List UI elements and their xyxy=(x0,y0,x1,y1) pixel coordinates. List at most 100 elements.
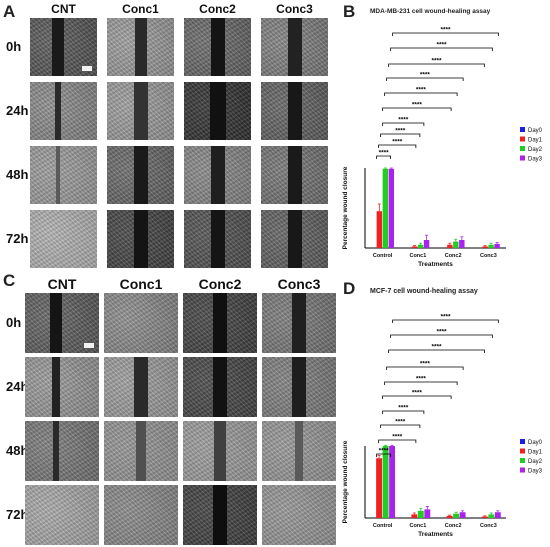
bar-day3-conc3 xyxy=(494,512,501,518)
wound-gap xyxy=(213,485,227,545)
wound-gap xyxy=(210,18,225,76)
bar-day3-control xyxy=(389,446,396,518)
bar-day2-conc2 xyxy=(453,513,460,518)
micrograph-conc2-24h xyxy=(184,82,251,140)
significance-bracket xyxy=(388,349,485,353)
legend-label-day3: Day3 xyxy=(528,469,543,475)
y-axis-label: Percentage wound closure xyxy=(342,440,349,523)
row-label-72h: 72h xyxy=(6,507,29,523)
micrograph-conc1-0h xyxy=(104,293,178,353)
significance-label: **** xyxy=(398,405,409,412)
wound-gap xyxy=(134,357,148,417)
legend-label-day2: Day2 xyxy=(528,147,543,153)
bar-day1-conc2 xyxy=(447,244,453,248)
significance-bracket xyxy=(378,439,417,443)
wound-gap xyxy=(134,18,147,76)
bar-day3-control xyxy=(388,168,395,248)
micrograph-conc1-72h xyxy=(104,485,178,545)
micrograph-conc2-48h xyxy=(184,146,251,204)
bar-day2-control xyxy=(382,446,389,518)
panel-letter-c: C xyxy=(3,271,16,290)
bar-day3-conc3 xyxy=(494,244,500,248)
significance-bracket xyxy=(384,381,458,385)
significance-label: **** xyxy=(416,376,427,383)
row-label-24h: 24h xyxy=(6,379,29,395)
significance-bracket xyxy=(382,122,425,126)
micrograph-conc2-0h xyxy=(183,293,257,353)
micrograph-conc2-48h xyxy=(183,421,257,481)
wound-gap xyxy=(53,421,59,481)
significance-bracket xyxy=(392,319,499,323)
significance-label: **** xyxy=(420,361,431,368)
micrograph-conc1-48h xyxy=(104,421,178,481)
bar-day2-conc3 xyxy=(488,514,495,518)
significance-label: **** xyxy=(392,434,403,441)
micrograph-cnt-72h xyxy=(30,210,97,268)
bar-day1-conc2 xyxy=(446,515,453,518)
micrograph-conc3-48h xyxy=(261,146,328,204)
wound-gap xyxy=(133,146,148,204)
bar-day1-control xyxy=(376,211,383,248)
legend-label-day0: Day0 xyxy=(528,128,543,134)
wound-gap xyxy=(55,146,60,204)
legend-swatch-day2 xyxy=(520,458,525,463)
significance-bracket xyxy=(380,424,421,428)
x-tick-label: Conc3 xyxy=(480,523,497,529)
wound-gap xyxy=(133,82,148,140)
significance-bracket xyxy=(386,77,464,81)
micrograph-cnt-24h xyxy=(25,357,99,417)
wound-gap xyxy=(295,421,303,481)
legend-label-day1: Day1 xyxy=(528,450,543,456)
x-tick-label: Control xyxy=(373,523,393,529)
wound-gap xyxy=(287,146,302,204)
legend-swatch-day1 xyxy=(520,448,525,454)
bar-day2-conc3 xyxy=(488,244,494,248)
significance-bracket xyxy=(390,334,493,338)
significance-label: **** xyxy=(412,390,423,397)
micrograph-conc1-0h xyxy=(107,18,174,76)
legend-swatch-day3 xyxy=(520,467,525,473)
bar-day1-conc3 xyxy=(482,246,488,248)
x-tick-label: Control xyxy=(373,253,393,259)
bar-day2-conc1 xyxy=(417,244,424,248)
wound-gap xyxy=(210,210,225,268)
significance-label: **** xyxy=(392,139,403,146)
x-axis-label: Treatments xyxy=(418,531,453,538)
wound-gap xyxy=(287,82,302,140)
wound-gap xyxy=(50,293,62,353)
bar-day1-control xyxy=(376,458,383,518)
micrograph-cnt-0h xyxy=(30,18,97,76)
bar-day2-conc2 xyxy=(453,241,459,248)
panel-letter-b: B xyxy=(343,2,356,21)
significance-label: **** xyxy=(395,128,406,135)
micrograph-conc3-24h xyxy=(261,82,328,140)
micrograph-conc1-24h xyxy=(107,82,174,140)
significance-label: **** xyxy=(379,150,390,157)
micrograph-conc3-72h xyxy=(261,210,328,268)
significance-label: **** xyxy=(440,27,451,34)
wound-gap xyxy=(287,210,302,268)
micrograph-conc1-24h xyxy=(104,357,178,417)
significance-label: **** xyxy=(436,42,447,49)
scale-bar xyxy=(83,342,95,349)
wound-gap xyxy=(133,210,148,268)
significance-bracket xyxy=(392,32,499,36)
wound-gap xyxy=(292,293,306,353)
significance-label: **** xyxy=(395,419,406,426)
chart-title: MDA-MB-231 cell wound-healing assay xyxy=(370,8,491,15)
wound-gap xyxy=(136,421,146,481)
x-tick-label: Conc1 xyxy=(409,523,426,529)
chart-title: MCF-7 cell wound-healing assay xyxy=(370,288,478,295)
y-axis-label: Percentage wound closure xyxy=(342,166,349,249)
column-label-conc1: Conc1 xyxy=(119,276,163,292)
wound-gap xyxy=(51,18,64,76)
column-label-cnt: CNT xyxy=(51,2,76,16)
legend-swatch-day1 xyxy=(520,136,525,142)
column-label-conc3: Conc3 xyxy=(277,276,321,292)
micrograph-conc3-24h xyxy=(262,357,336,417)
bar-day3-conc2 xyxy=(459,512,466,518)
column-label-cnt: CNT xyxy=(47,276,77,292)
significance-bracket xyxy=(378,144,417,148)
wound-gap xyxy=(209,82,226,140)
wound-gap xyxy=(213,357,227,417)
